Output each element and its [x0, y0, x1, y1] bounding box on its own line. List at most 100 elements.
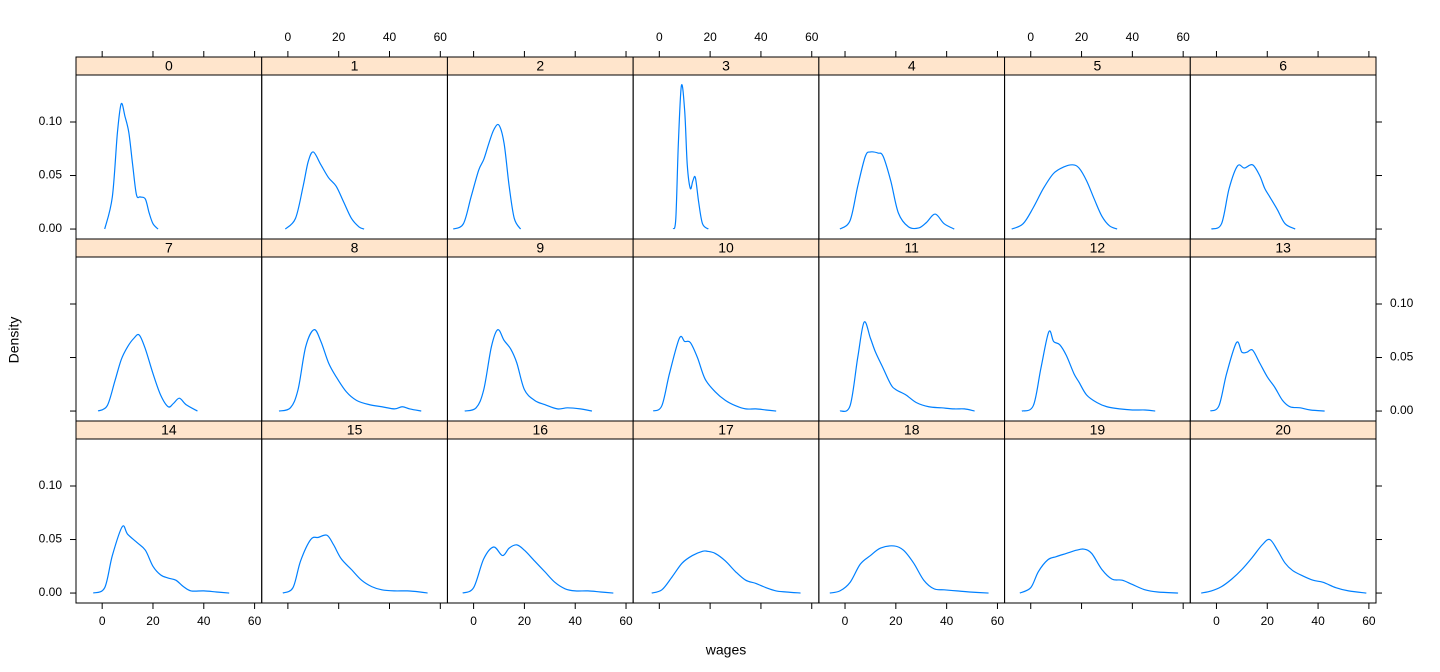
- strip-label: 14: [161, 422, 177, 438]
- density-line: [284, 151, 365, 230]
- y-tick-label: 0.00: [39, 221, 63, 235]
- x-tick-label: 20: [146, 614, 160, 628]
- panel-border: [818, 74, 1006, 240]
- y-tick-label: 0.00: [39, 585, 63, 599]
- strip-label: 0: [165, 58, 173, 74]
- strip-label: 16: [532, 422, 548, 438]
- strip-label: 2: [536, 58, 544, 74]
- x-tick-label: 40: [940, 614, 954, 628]
- density-line: [652, 335, 777, 412]
- density-line: [452, 123, 522, 230]
- density-line: [1011, 164, 1118, 230]
- panel-border: [818, 256, 1006, 422]
- x-tick-label: 0: [470, 614, 477, 628]
- panel-border: [75, 74, 263, 240]
- y-tick-label: 0.10: [39, 114, 63, 128]
- panel-border: [632, 74, 820, 240]
- strip-label: 3: [722, 58, 730, 74]
- strip-label: 15: [347, 422, 363, 438]
- density-line: [282, 534, 428, 594]
- density-line: [278, 329, 422, 412]
- x-tick-label: 20: [1261, 614, 1275, 628]
- y-tick-label: 0.05: [39, 532, 63, 546]
- strip-label: 5: [1094, 58, 1102, 74]
- density-line: [1211, 163, 1296, 230]
- strip-label: 17: [718, 422, 734, 438]
- density-line: [1201, 538, 1367, 594]
- y-tick-label: 0.05: [1390, 350, 1414, 364]
- strip-label: 18: [904, 422, 920, 438]
- x-tick-label: 20: [1075, 30, 1089, 44]
- panel-border: [818, 438, 1006, 604]
- strip-label: 19: [1090, 422, 1106, 438]
- x-axis-title: wages: [705, 642, 746, 658]
- x-tick-label: 40: [197, 614, 211, 628]
- strip-label: 1: [351, 58, 359, 74]
- strip-label: 4: [908, 58, 916, 74]
- density-line: [462, 544, 614, 594]
- x-tick-label: 60: [1362, 614, 1376, 628]
- density-line: [839, 151, 955, 230]
- x-tick-label: 60: [248, 614, 262, 628]
- y-axis-title: Density: [6, 317, 22, 364]
- panel-border: [261, 256, 448, 422]
- panel-border: [1004, 256, 1191, 422]
- panel-border: [1004, 74, 1191, 240]
- density-line: [829, 545, 989, 594]
- x-tick-label: 60: [991, 614, 1005, 628]
- x-tick-label: 0: [285, 30, 292, 44]
- density-line: [1210, 341, 1325, 412]
- strip-label: 10: [718, 240, 734, 256]
- panel-border: [75, 256, 263, 422]
- strip-label: 8: [351, 240, 359, 256]
- density-line: [1021, 330, 1156, 412]
- panel-border: [261, 438, 448, 604]
- panel-border: [446, 74, 634, 240]
- x-tick-label: 0: [1027, 30, 1034, 44]
- x-tick-label: 0: [656, 30, 663, 44]
- y-tick-label: 0.00: [1390, 403, 1414, 417]
- x-tick-label: 40: [383, 30, 397, 44]
- x-tick-label: 20: [518, 614, 532, 628]
- density-line: [97, 333, 198, 412]
- y-tick-label: 0.05: [39, 168, 63, 182]
- panel-border: [632, 438, 820, 604]
- panel-border: [1189, 256, 1377, 422]
- panel-border: [446, 256, 634, 422]
- x-tick-label: 40: [1311, 614, 1325, 628]
- strip-label: 13: [1275, 240, 1291, 256]
- panel-border: [1189, 438, 1377, 604]
- x-tick-label: 40: [1126, 30, 1140, 44]
- density-line: [651, 550, 801, 594]
- x-tick-label: 60: [805, 30, 819, 44]
- x-tick-label: 60: [1176, 30, 1190, 44]
- density-line: [104, 102, 159, 230]
- x-tick-label: 20: [332, 30, 346, 44]
- strip-label: 6: [1279, 58, 1287, 74]
- panel-border: [446, 438, 634, 604]
- density-line: [464, 329, 593, 412]
- x-tick-label: 0: [1213, 614, 1220, 628]
- x-tick-label: 60: [619, 614, 633, 628]
- x-tick-label: 40: [569, 614, 583, 628]
- y-tick-label: 0.10: [1390, 296, 1414, 310]
- x-tick-label: 0: [842, 614, 849, 628]
- x-tick-label: 0: [99, 614, 106, 628]
- strip-label: 12: [1090, 240, 1106, 256]
- x-tick-label: 20: [889, 614, 903, 628]
- density-line: [1019, 548, 1179, 594]
- x-tick-label: 20: [703, 30, 717, 44]
- panel-border: [261, 74, 448, 240]
- strip-label: 7: [165, 240, 173, 256]
- x-tick-label: 40: [754, 30, 768, 44]
- strip-label: 20: [1275, 422, 1291, 438]
- panel-border: [632, 256, 820, 422]
- x-tick-label: 60: [434, 30, 448, 44]
- density-line: [672, 84, 709, 230]
- density-line: [93, 525, 230, 594]
- strip-label: 9: [536, 240, 544, 256]
- panel-border: [1004, 438, 1191, 604]
- y-tick-label: 0.10: [39, 478, 63, 492]
